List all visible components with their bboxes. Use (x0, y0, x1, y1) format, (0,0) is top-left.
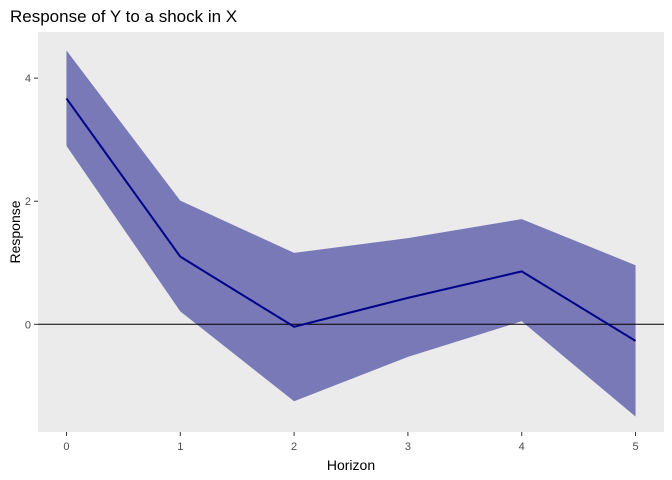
x-tick-label: 5 (632, 441, 638, 453)
confidence-band-layer (66, 50, 636, 417)
x-tick-label: 3 (405, 441, 411, 453)
response-line (65, 97, 637, 342)
x-tick-label: 2 (291, 441, 297, 453)
x-tick-label: 1 (177, 441, 183, 453)
chart-title: Response of Y to a shock in X (10, 7, 237, 26)
y-axis: 0 2 4 (25, 73, 38, 331)
y-axis-title: Response (7, 200, 23, 263)
y-tick-label: 0 (25, 319, 31, 331)
x-axis: 0 1 2 3 4 5 (63, 432, 639, 453)
y-tick-label: 2 (25, 196, 31, 208)
x-axis-title: Horizon (327, 457, 375, 473)
response-line-layer (65, 97, 637, 342)
confidence-band (66, 50, 636, 417)
x-tick-label: 0 (63, 441, 69, 453)
x-tick-label: 4 (519, 441, 525, 453)
y-tick-label: 4 (25, 73, 31, 85)
